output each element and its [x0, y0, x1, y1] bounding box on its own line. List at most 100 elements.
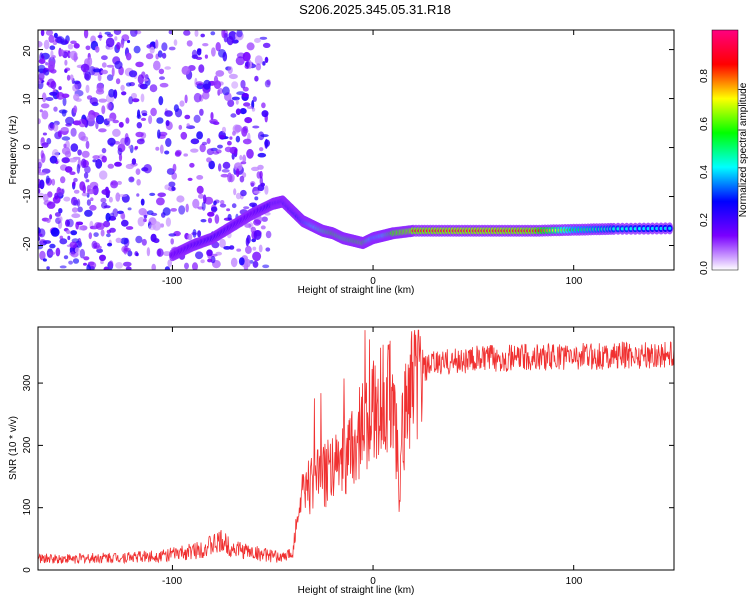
noise-blob — [261, 102, 266, 109]
noise-blob — [46, 218, 51, 224]
noise-blob — [135, 61, 144, 68]
noise-blob — [127, 207, 132, 211]
noise-blob — [256, 171, 262, 179]
noise-blob — [130, 30, 138, 37]
noise-blob — [245, 245, 252, 254]
noise-blob — [196, 175, 204, 180]
noise-blob — [50, 49, 54, 59]
noise-blob — [70, 196, 78, 206]
noise-blob — [39, 109, 43, 113]
noise-blob — [59, 238, 68, 245]
chart-title: S206.2025.345.05.31.R18 — [299, 2, 451, 17]
noise-blob — [101, 69, 108, 75]
spectrogram-heatmap — [38, 30, 674, 270]
noise-blob — [83, 262, 87, 266]
noise-blob — [101, 105, 106, 115]
noise-blob — [84, 71, 91, 81]
noise-blob — [107, 163, 115, 169]
noise-blob — [49, 214, 53, 220]
noise-blob — [69, 74, 74, 81]
noise-blob — [196, 131, 204, 140]
noise-blob — [195, 81, 204, 86]
noise-blob — [179, 100, 185, 107]
ridge-core — [612, 227, 616, 231]
noise-blob — [178, 205, 186, 215]
noise-blob — [192, 229, 197, 238]
noise-blob — [238, 257, 245, 266]
spectrogram-panel: -100 0 100 Height of straight line (km) … — [8, 29, 675, 296]
noise-blob — [99, 254, 106, 261]
noise-blob — [45, 30, 54, 36]
snr-series-line — [38, 329, 674, 565]
noise-blob — [219, 238, 226, 248]
ridge-core — [633, 227, 637, 231]
ridge-core — [625, 227, 629, 231]
noise-blob — [84, 209, 93, 217]
noise-blob — [86, 114, 96, 122]
colorbar-label: Normalized spectral amplitude — [738, 82, 749, 217]
ridge-core — [638, 227, 642, 231]
noise-blob — [260, 225, 266, 230]
noise-blob — [89, 97, 99, 105]
noise-blob — [239, 175, 245, 183]
noise-blob — [261, 216, 268, 222]
top-xtick-100: 100 — [566, 276, 583, 287]
noise-blob — [89, 204, 97, 211]
noise-blob — [124, 247, 131, 252]
noise-blob — [259, 36, 268, 40]
noise-blob — [125, 226, 134, 230]
noise-blob — [262, 61, 266, 66]
noise-blob — [145, 53, 154, 60]
noise-blob — [47, 60, 56, 70]
noise-blob — [73, 105, 78, 114]
noise-blob — [60, 176, 66, 184]
noise-blob — [235, 99, 239, 105]
noise-blob — [126, 39, 131, 44]
noise-blob — [161, 52, 167, 59]
top-ytick-m10: -10 — [22, 188, 33, 203]
noise-blob — [59, 235, 64, 240]
noise-blob — [78, 118, 87, 128]
noise-blob — [71, 207, 79, 213]
noise-blob — [97, 34, 103, 39]
noise-blob — [71, 213, 81, 219]
noise-blob — [192, 198, 200, 209]
noise-blob — [73, 43, 80, 49]
noise-blob — [59, 49, 65, 57]
noise-blob — [158, 68, 165, 75]
noise-blob — [38, 118, 41, 125]
noise-blob — [143, 214, 148, 219]
noise-blob — [51, 178, 56, 186]
ridge-core — [659, 226, 663, 231]
noise-blob — [168, 181, 176, 187]
noise-blob — [258, 244, 263, 253]
noise-blob — [81, 192, 88, 197]
noise-blob — [239, 154, 243, 161]
noise-blob — [149, 192, 156, 196]
noise-blob — [204, 196, 214, 205]
noise-blob — [108, 260, 114, 268]
noise-blob — [90, 197, 94, 201]
noise-blob — [123, 261, 132, 267]
noise-blob — [125, 82, 132, 87]
noise-blob — [43, 39, 50, 50]
noise-blob — [235, 56, 245, 66]
noise-blob — [164, 150, 170, 155]
bottom-ytick-100: 100 — [22, 498, 33, 515]
noise-blob — [148, 115, 153, 125]
noise-blob — [101, 62, 107, 68]
noise-blob — [235, 135, 241, 143]
noise-blob — [95, 158, 103, 169]
noise-blob — [38, 227, 41, 235]
noise-blob — [85, 179, 90, 183]
noise-blob — [201, 201, 206, 211]
noise-blob — [264, 56, 269, 64]
noise-blob — [264, 80, 271, 88]
noise-blob — [209, 118, 218, 124]
noise-blob — [104, 31, 112, 35]
noise-blob — [202, 91, 210, 100]
noise-blob — [42, 240, 52, 244]
noise-blob — [106, 74, 114, 81]
noise-blob — [113, 30, 122, 35]
noise-blob — [214, 214, 220, 224]
